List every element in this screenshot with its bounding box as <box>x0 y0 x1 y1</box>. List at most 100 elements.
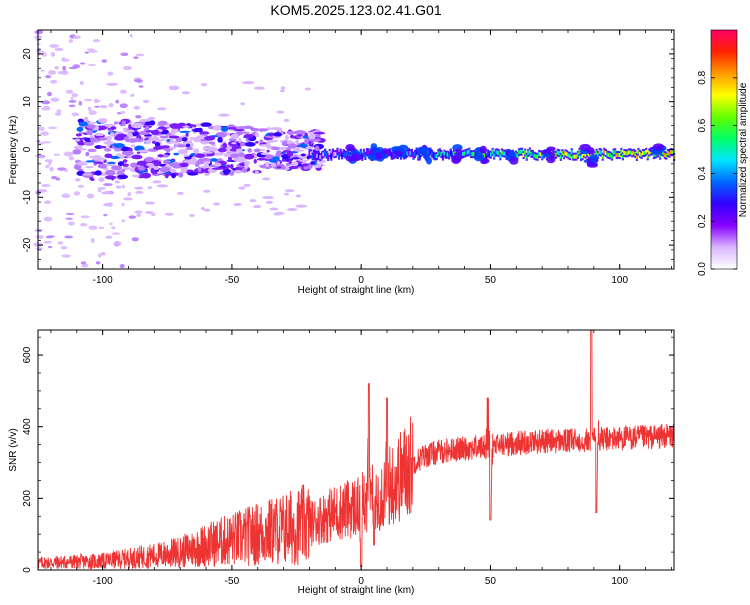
spectrogram-noise-blob <box>53 153 61 156</box>
spectrogram-band-blob <box>212 125 222 131</box>
spectrogram-band-blob <box>171 130 175 136</box>
spectrogram-noise-blob <box>68 66 78 70</box>
spectrogram-noise-blob <box>84 51 89 54</box>
spectrogram-ridge-cell <box>325 152 328 157</box>
spectrogram-band-blob <box>194 162 200 167</box>
spectrogram-ridge-cell <box>524 150 527 155</box>
spectrogram-x-label: Height of straight line (km) <box>298 285 415 296</box>
spectrogram-band-blob <box>164 173 169 179</box>
spectrogram-sparse-blob <box>295 194 302 198</box>
spectrogram-ridge-cell <box>659 153 662 158</box>
spectrogram-band-blob <box>288 165 299 170</box>
spectrogram-sparse-blob <box>286 208 298 212</box>
spectrogram-ridge-blob <box>397 144 409 153</box>
spectrogram-band-blob <box>76 126 84 132</box>
spectrogram-band-blob <box>144 156 155 163</box>
spectrogram-ridge-cell <box>342 151 345 156</box>
spectrogram-noise-blob <box>79 80 84 85</box>
spectrogram-ridge-cell <box>323 150 327 155</box>
spectrogram-sparse-blob <box>147 186 153 190</box>
spectrogram-noise-blob <box>56 109 62 114</box>
spectrogram-band-blob <box>204 135 216 141</box>
spectrogram-noise-blob <box>92 39 101 43</box>
spectrogram-noise-blob <box>68 104 76 108</box>
spectrogram-sparse-blob <box>139 119 149 123</box>
spectrogram-ridge-blob <box>508 150 516 158</box>
spectrogram-noise-blob <box>138 85 144 88</box>
spectrogram-noise-blob <box>107 71 114 76</box>
spectrogram-band-blob <box>267 139 279 143</box>
spectrogram-band-blob <box>160 145 170 149</box>
spectrogram-band-blob <box>260 152 269 156</box>
spectrogram-noise-blob <box>41 141 52 144</box>
spectrogram-band-blob <box>169 146 176 150</box>
spectrogram-ridge-cell <box>609 153 612 158</box>
spectrogram-ridge-cell <box>541 154 544 159</box>
spectrogram-sparse-blob <box>99 105 108 109</box>
spectrogram-noise-blob <box>37 156 45 159</box>
spectrogram-noise-blob <box>63 151 74 157</box>
spectrogram-ridge-cell <box>503 151 507 156</box>
spectrogram-x-tick-label: 50 <box>485 275 497 286</box>
spectrogram-band-blob <box>290 134 295 139</box>
spectrogram-band-blob <box>235 148 243 153</box>
spectrogram-band-blob <box>286 130 296 135</box>
spectrogram-band-blob <box>82 173 93 176</box>
spectrogram-ridge-cell <box>407 149 410 154</box>
spectrogram-ridge-cell <box>614 150 617 155</box>
spectrogram-noise-blob <box>47 245 53 249</box>
spectrogram-band-blob <box>104 153 113 159</box>
spectrogram-band-blob <box>89 137 99 143</box>
spectrogram-band-blob <box>137 165 146 171</box>
snr-x-tick-label: 0 <box>358 576 364 587</box>
spectrogram-noise-blob <box>48 126 58 130</box>
spectrogram-noise-blob <box>54 65 59 70</box>
spectrogram-sparse-blob <box>168 85 180 89</box>
spectrogram-band-blob <box>169 168 177 174</box>
spectrogram-ridge-blob <box>586 147 595 155</box>
spectrogram-blobs <box>33 29 327 269</box>
spectrogram-noise-blob <box>98 226 104 230</box>
spectrogram-ridge-cell <box>452 151 455 156</box>
spectrogram-band-blob <box>272 156 280 161</box>
spectrogram-band-blob <box>282 140 288 146</box>
spectrogram-band-blob <box>247 148 253 153</box>
spectrogram-ridge-cell <box>624 151 628 156</box>
spectrogram-noise-blob <box>98 253 102 258</box>
spectrogram-ridge-cell <box>584 152 587 157</box>
spectrogram-noise-blob <box>68 156 75 161</box>
spectrogram-noise-blob <box>43 216 53 222</box>
spectrogram-noise-blob <box>108 102 114 108</box>
spectrogram-sparse-blob <box>240 102 245 106</box>
spectrogram-ridge-cell <box>499 154 502 159</box>
spectrogram-noise-blob <box>80 261 87 265</box>
spectrogram-noise-blob <box>83 98 93 102</box>
spectrogram-sparse-blob <box>145 201 155 205</box>
spectrogram-sparse-blob <box>274 211 285 215</box>
spectrogram-band-blob <box>150 129 160 135</box>
spectrogram-sparse-blob <box>218 113 230 117</box>
snr-y-tick-label: 200 <box>22 490 33 507</box>
spectrogram-ridge-cell <box>389 150 392 155</box>
spectrogram-noise-blob <box>97 188 102 193</box>
spectrogram-band-blob <box>99 145 107 149</box>
spectrogram-noise-blob <box>36 43 41 46</box>
spectrogram-noise-blob <box>86 193 95 199</box>
spectrogram-ridge-cell <box>617 152 620 157</box>
spectrogram-noise-blob <box>93 98 99 104</box>
spectrogram-band-blob <box>154 141 161 147</box>
spectrogram-band-blob <box>168 140 179 144</box>
spectrogram-noise-blob <box>135 53 145 57</box>
spectrogram-noise-blob <box>103 213 108 217</box>
spectrogram-band-blob <box>169 162 180 167</box>
spectrogram-band-blob <box>187 172 199 176</box>
spectrogram-noise-blob <box>121 219 126 223</box>
spectrogram-ridge-cell <box>347 150 350 155</box>
spectrogram-band-blob <box>148 137 156 142</box>
spectrogram-ridge-cell <box>483 153 486 158</box>
spectrogram-noise-blob <box>50 97 60 102</box>
spectrogram-band-blob <box>74 138 81 142</box>
spectrogram-band-blob <box>113 121 118 125</box>
spectrogram-sparse-blob <box>283 118 290 122</box>
